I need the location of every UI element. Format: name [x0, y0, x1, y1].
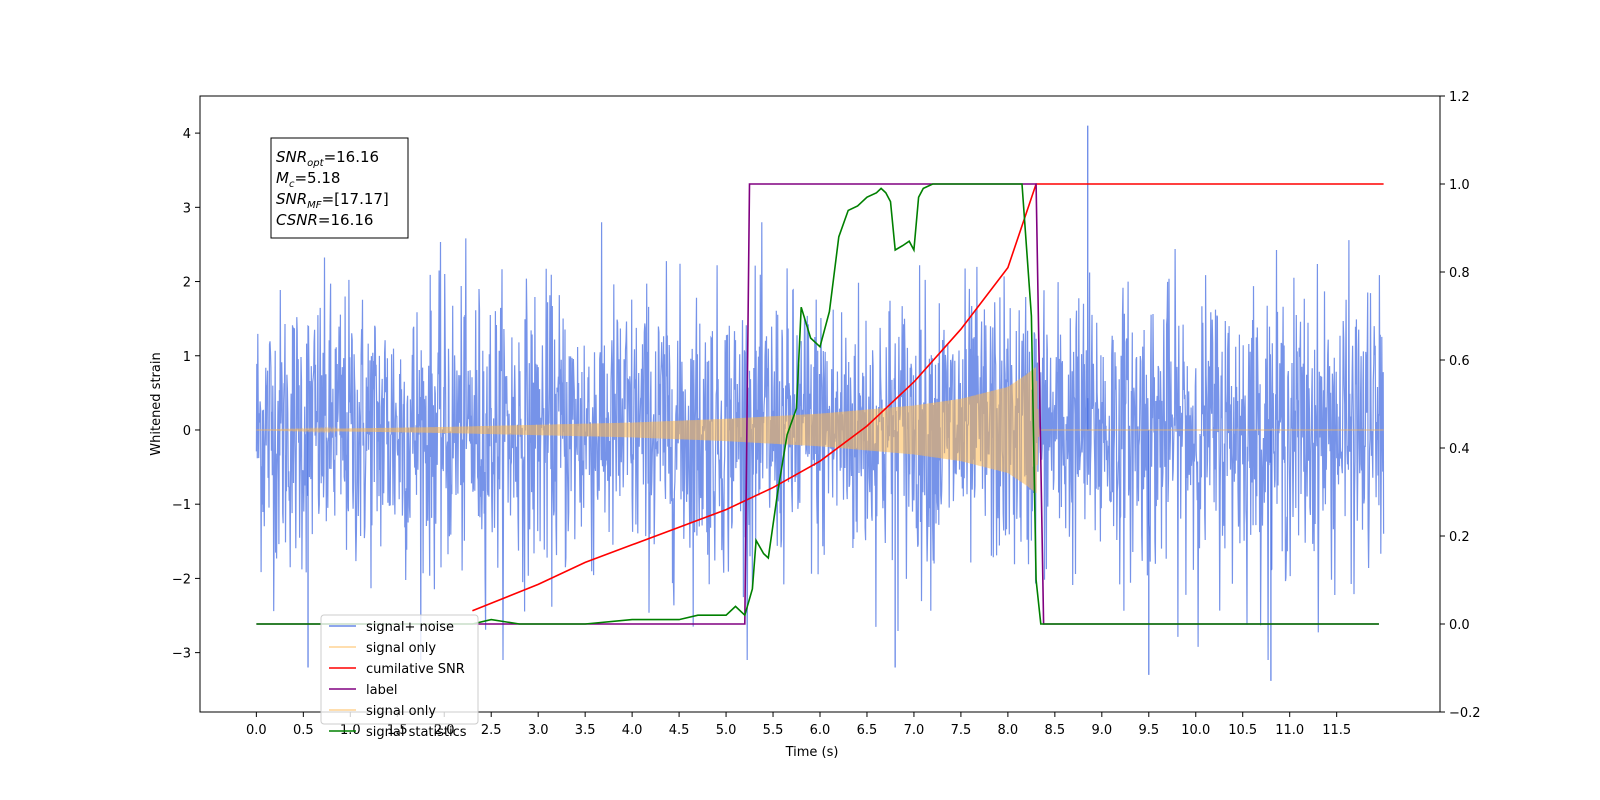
x-axis-label: Time (s): [785, 745, 839, 760]
legend-label: label: [366, 683, 397, 698]
annotation-line: Mc=5.18: [276, 169, 340, 190]
series-signal-statistics: [256, 183, 1379, 625]
x-tick-label: 7.0: [904, 723, 925, 738]
series-signal-only: [256, 367, 1384, 494]
x-tick-label: 2.0: [434, 723, 455, 738]
series-cumilative-snr: [472, 183, 1384, 612]
y-tick-label: 2: [183, 276, 191, 291]
x-tick-label: 6.5: [857, 723, 878, 738]
y-tick-label: 3: [183, 201, 191, 216]
y-tick-label: 0: [183, 424, 191, 439]
line-signal_statistics: [256, 183, 1379, 625]
legend-label: signal statistics: [366, 725, 467, 740]
x-tick-label: 5.5: [763, 723, 784, 738]
x-tick-label: 1.5: [387, 723, 408, 738]
y-tick-label: −3: [172, 647, 191, 662]
legend-label: cumilative SNR: [366, 662, 465, 677]
x-tick-label: 8.5: [1045, 723, 1066, 738]
y2-tick-label: −0.2: [1449, 706, 1481, 721]
y-axis-label: Whitened strain: [149, 352, 164, 455]
x-tick-label: 4.5: [669, 723, 690, 738]
y2-tick-label: 0.6: [1449, 354, 1470, 369]
x-tick-label: 3.5: [575, 723, 596, 738]
signal-only-trace: [256, 367, 1384, 494]
y-tick-label: −2: [172, 572, 191, 587]
legend: signal+ noise signal only cumilative SNR la…: [320, 614, 479, 740]
series-signal-noise: [255, 125, 1385, 681]
series-layer: [255, 125, 1385, 681]
line-cumulative_snr: [472, 183, 1384, 612]
x-tick-label: 11.5: [1322, 723, 1351, 738]
annotation-line: SNRMF=[17.17]: [276, 190, 389, 211]
y-tick-label: 4: [183, 127, 191, 142]
annotation-line: SNRopt=16.16: [276, 148, 379, 169]
x-tick-label: 10.5: [1228, 723, 1257, 738]
y2-tick-label: 1.2: [1449, 90, 1470, 105]
x-tick-label: 8.0: [998, 723, 1019, 738]
x-tick-label: 3.0: [528, 723, 549, 738]
legend-frame: [320, 614, 479, 725]
y2-tick-label: 0.0: [1449, 618, 1470, 633]
x-tick-label: 9.5: [1138, 723, 1159, 738]
noise-trace: [255, 222, 1385, 661]
annotation-frame: [270, 137, 409, 239]
y-tick-label: −1: [172, 498, 191, 513]
ticks-layer: 0.0 0.5 1.0 1.5 2.0 2.5 3.0 3.5 4.0 4.5 5.0 5.5 6.0 6…: [172, 90, 1481, 738]
x-tick-label: 6.0: [810, 723, 831, 738]
y2-tick-label: 0.4: [1449, 442, 1470, 457]
x-tick-label: 0.0: [246, 723, 267, 738]
legend-label: signal+ noise: [366, 620, 454, 635]
annotation-box: SNRopt=16.16Mc=5.18SNRMF=[17.17]CSNR=16.…: [270, 137, 409, 239]
x-tick-label: 5.0: [716, 723, 737, 738]
x-tick-label: 7.5: [951, 723, 972, 738]
y2-tick-label: 0.8: [1449, 266, 1470, 281]
y2-tick-label: 0.2: [1449, 530, 1470, 545]
y2-tick-label: 1.0: [1449, 178, 1470, 193]
x-tick-label: 0.5: [293, 723, 314, 738]
x-tick-label: 9.0: [1091, 723, 1112, 738]
x-tick-label: 4.0: [622, 723, 643, 738]
x-tick-label: 2.5: [481, 723, 502, 738]
x-tick-label: 11.0: [1275, 723, 1304, 738]
x-tick-label: 10.0: [1181, 723, 1210, 738]
legend-label: signal only: [366, 704, 436, 719]
legend-label: signal only: [366, 641, 436, 656]
y-tick-label: 1: [183, 350, 191, 365]
annotation-line: CSNR=16.16: [276, 211, 373, 229]
